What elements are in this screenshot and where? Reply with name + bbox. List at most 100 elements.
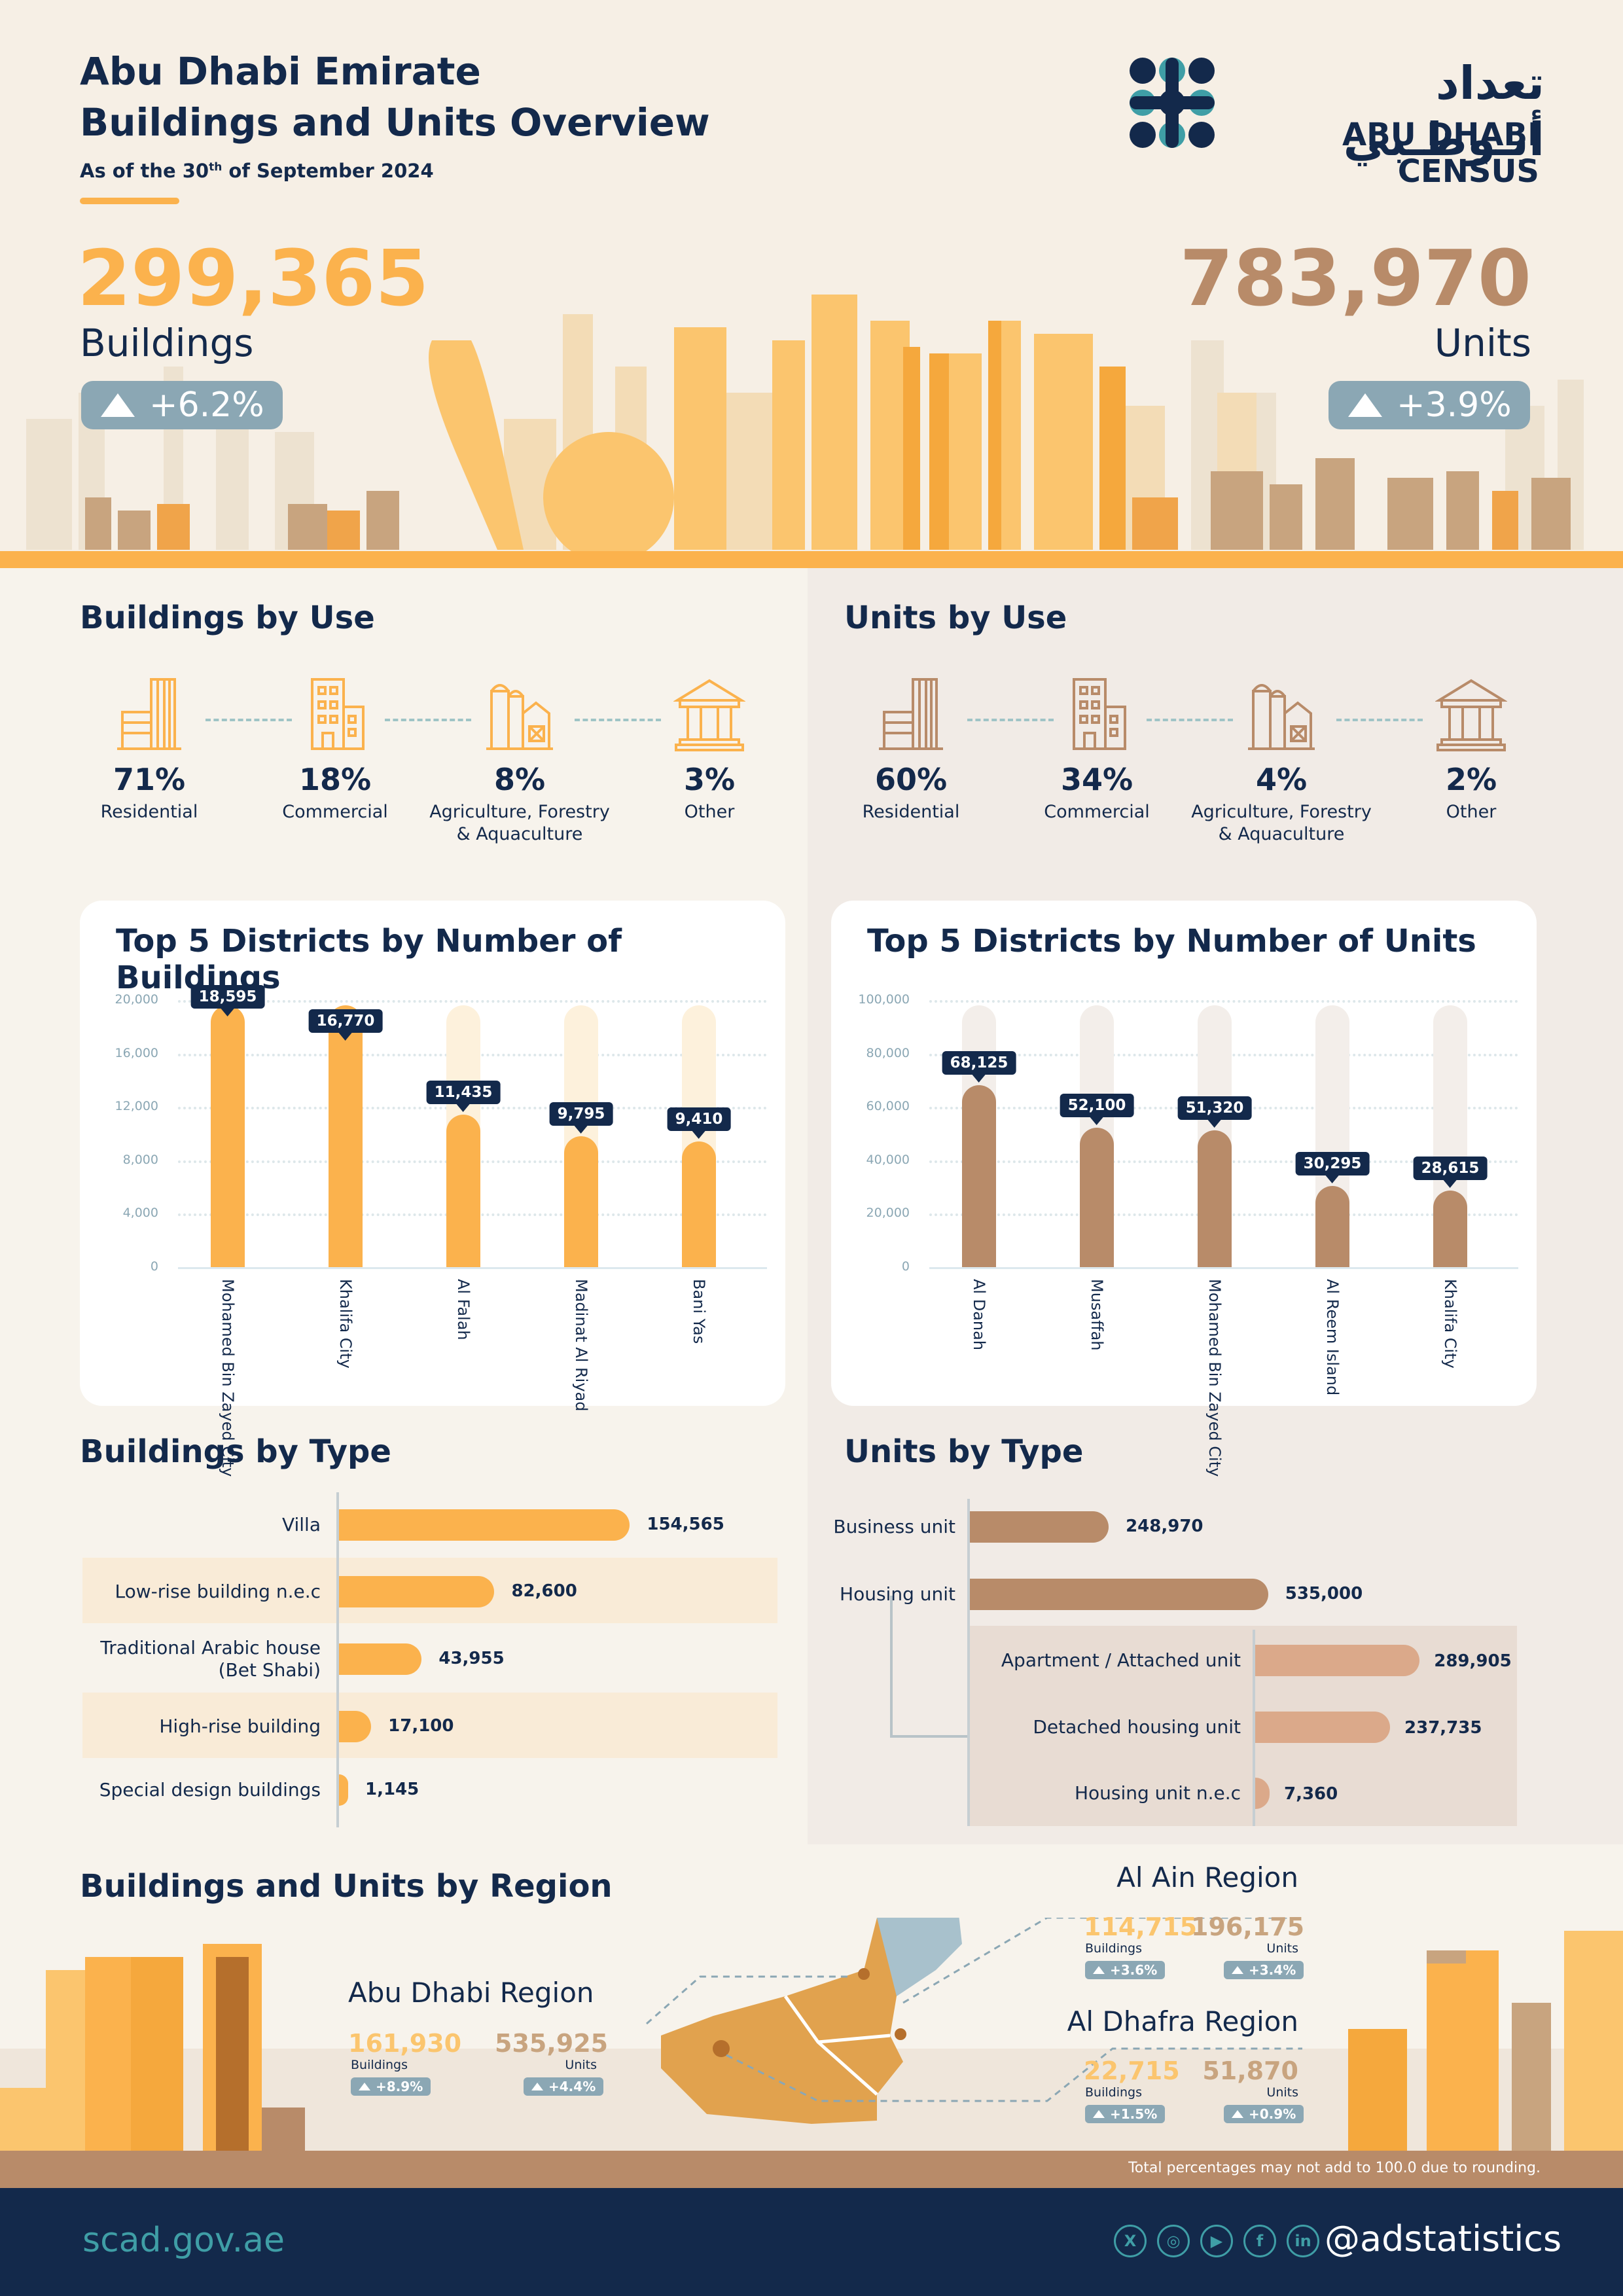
increase-triangle-icon bbox=[1093, 1966, 1105, 1974]
data-label: 1,145 bbox=[365, 1780, 419, 1799]
data-label: 68,125 bbox=[942, 1051, 1016, 1083]
website-link[interactable]: scad.gov.ae bbox=[82, 2221, 285, 2260]
use-percent: 18% bbox=[298, 762, 372, 797]
units-change-badge: +3.9% bbox=[1329, 381, 1530, 429]
buildings-by-use-title: Buildings by Use bbox=[80, 600, 375, 636]
increase-triangle-icon bbox=[1348, 393, 1382, 417]
page-title-line2: Buildings and Units Overview bbox=[80, 100, 710, 145]
use-percent: 4% bbox=[1255, 762, 1308, 797]
regions-title: Buildings and Units by Region bbox=[80, 1868, 613, 1905]
al-dhafra-units-label: Units bbox=[1266, 2085, 1298, 2100]
census-logo-mark-icon bbox=[1130, 58, 1215, 148]
use-percent: 3% bbox=[683, 762, 736, 797]
data-label: 52,100 bbox=[1060, 1094, 1134, 1126]
units-use-agriculture: 4% Agriculture, Forestry & Aquaculture bbox=[1183, 674, 1380, 846]
connector-dash bbox=[205, 719, 292, 721]
data-label: 289,905 bbox=[1434, 1651, 1512, 1671]
facebook-icon[interactable]: f bbox=[1243, 2225, 1276, 2257]
bar bbox=[339, 1711, 372, 1742]
y-tick-label: 16,000 bbox=[115, 1045, 158, 1060]
category-label: Low-rise building n.e.c bbox=[115, 1581, 321, 1602]
al-ain-units-label: Units bbox=[1266, 1941, 1298, 1956]
social-icons: X ◎ ▶ f in bbox=[1114, 2225, 1319, 2257]
buildings-use-agriculture: 8% Agriculture, Forestry & Aquaculture bbox=[421, 674, 618, 846]
abu-dhabi-buildings-change: +8.9% bbox=[351, 2077, 431, 2096]
hero-ground-strip bbox=[0, 551, 1623, 568]
use-label: Agriculture, Forestry & Aquaculture bbox=[429, 802, 610, 844]
data-label: 51,320 bbox=[1177, 1096, 1252, 1128]
y-tick-label: 80,000 bbox=[866, 1045, 910, 1060]
increase-triangle-icon bbox=[531, 2083, 543, 2090]
x-axis-line bbox=[929, 1267, 1518, 1269]
use-percent: 8% bbox=[493, 762, 546, 797]
al-ain-buildings-label: Buildings bbox=[1085, 1941, 1142, 1956]
units-by-type-chart: Business unit 248,970 Housing unit 535,000 A… bbox=[833, 1499, 1512, 1826]
buildings-use-residential: 71% Residential bbox=[51, 674, 247, 823]
youtube-icon[interactable]: ▶ bbox=[1200, 2225, 1233, 2257]
farm-silo-icon bbox=[486, 684, 553, 750]
as-of-date: As of the 30th of September 2024 bbox=[80, 160, 434, 182]
top-districts-units-chart: 0 20,000 40,000 60,000 80,000 100,000 68,125 Al… bbox=[831, 901, 1537, 1477]
bar bbox=[446, 1114, 480, 1267]
bar bbox=[564, 1136, 598, 1267]
buildings-by-type-title: Buildings by Type bbox=[80, 1433, 391, 1470]
top-districts-buildings-chart: 0 4,000 8,000 12,000 16,000 20,000 18,595 Moham… bbox=[80, 901, 785, 1477]
region-buildings-illustration bbox=[0, 1918, 1623, 2153]
bar bbox=[682, 1141, 716, 1267]
abu-dhabi-units-label: Units bbox=[565, 2058, 597, 2072]
data-label: 7,360 bbox=[1284, 1784, 1338, 1804]
bar bbox=[339, 1643, 422, 1675]
al-dhafra-region-name: Al Dhafra Region bbox=[1067, 2005, 1298, 2037]
connector-dash bbox=[385, 719, 471, 721]
connector-dash bbox=[1336, 719, 1423, 721]
note-strip: Total percentages may not add to 100.0 d… bbox=[0, 2151, 1623, 2188]
use-percent: 60% bbox=[874, 762, 948, 797]
al-ain-units: 196,175 bbox=[1191, 1912, 1305, 1941]
data-label: 9,410 bbox=[667, 1107, 731, 1139]
x-icon[interactable]: X bbox=[1114, 2225, 1147, 2257]
connector-dash bbox=[967, 719, 1054, 721]
logo-arabic-text: تعداد أبـوظـبي bbox=[1343, 56, 1544, 166]
bar bbox=[339, 1576, 495, 1607]
buildings-use-commercial: 18% Commercial bbox=[237, 674, 433, 823]
use-label: Residential bbox=[862, 802, 960, 822]
data-label: 82,600 bbox=[511, 1581, 577, 1601]
bar bbox=[1080, 1128, 1114, 1267]
linkedin-icon[interactable]: in bbox=[1287, 2225, 1319, 2257]
buildings-use-other: 3% Other bbox=[611, 674, 808, 823]
use-percent: 34% bbox=[1060, 762, 1133, 797]
increase-triangle-icon bbox=[1232, 1966, 1243, 1974]
y-axis-line bbox=[967, 1499, 970, 1826]
data-label: 535,000 bbox=[1285, 1584, 1363, 1604]
data-label: 248,970 bbox=[1126, 1516, 1204, 1536]
buildings-by-type-chart: Villa 154,565 Low-rise building n.e.c 82,60… bbox=[0, 0, 812, 1846]
buildings-total-label: Buildings bbox=[80, 321, 254, 365]
housing-breakdown-connector bbox=[890, 1596, 967, 1738]
data-label: 237,735 bbox=[1404, 1718, 1482, 1738]
y-tick-label: 0 bbox=[150, 1259, 158, 1274]
units-use-other: 2% Other bbox=[1373, 674, 1569, 823]
commercial-building-icon bbox=[311, 678, 365, 750]
chart-title: Top 5 Districts by Number of Buildings bbox=[116, 923, 622, 996]
data-label: 43,955 bbox=[438, 1649, 505, 1668]
category-label: High-rise building bbox=[159, 1715, 321, 1737]
use-label: Other bbox=[1446, 802, 1497, 822]
y-tick-label: 20,000 bbox=[115, 992, 158, 1007]
bar bbox=[339, 1509, 630, 1541]
columned-building-icon bbox=[672, 679, 747, 751]
instagram-icon[interactable]: ◎ bbox=[1157, 2225, 1190, 2257]
use-label: Residential bbox=[100, 802, 198, 822]
abu-dhabi-buildings: 161,930 bbox=[348, 2029, 462, 2058]
y-tick-label: 100,000 bbox=[858, 992, 910, 1007]
y-tick-label: 8,000 bbox=[122, 1152, 158, 1167]
farm-silo-icon bbox=[1248, 684, 1315, 750]
al-dhafra-units: 51,870 bbox=[1202, 2056, 1298, 2085]
social-handle[interactable]: @adstatistics bbox=[1325, 2218, 1562, 2259]
data-label: 9,795 bbox=[549, 1102, 613, 1134]
al-dhafra-units-change: +0.9% bbox=[1224, 2105, 1304, 2123]
bar bbox=[1198, 1130, 1232, 1267]
al-ain-buildings: 114,715 bbox=[1084, 1912, 1198, 1941]
al-dhafra-buildings-label: Buildings bbox=[1085, 2085, 1142, 2100]
bar bbox=[329, 1043, 363, 1267]
use-label: Commercial bbox=[282, 802, 388, 822]
